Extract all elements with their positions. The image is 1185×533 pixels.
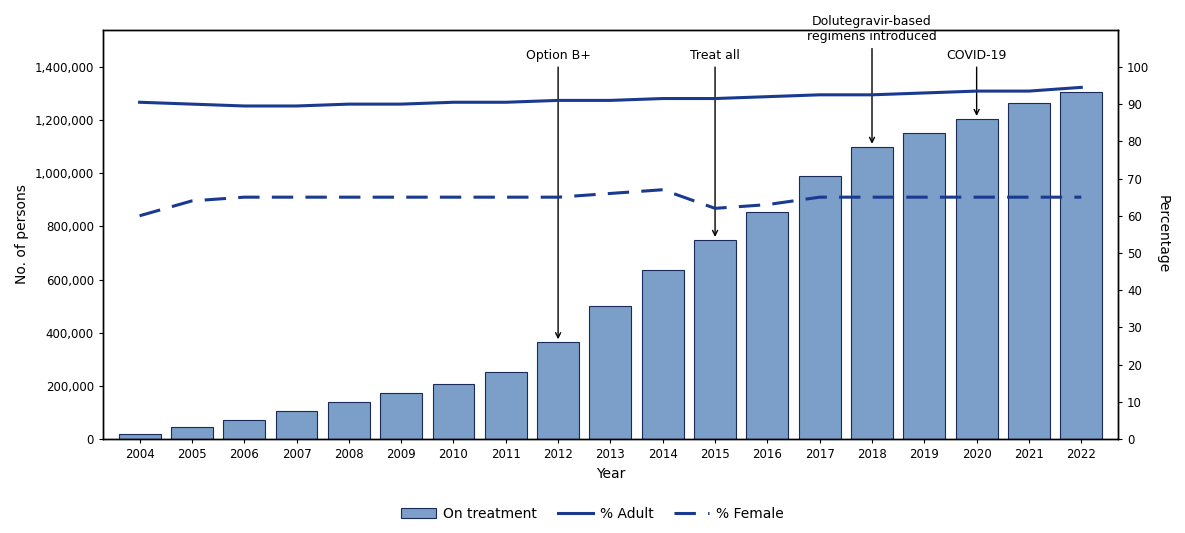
Bar	[799, 176, 840, 439]
Bar	[276, 411, 318, 439]
Bar	[851, 147, 893, 439]
Bar	[537, 342, 579, 439]
Bar	[328, 402, 370, 439]
Bar	[903, 133, 946, 439]
Bar	[747, 212, 788, 439]
Bar	[694, 240, 736, 439]
Bar	[380, 393, 422, 439]
Y-axis label: Percentage: Percentage	[1157, 195, 1170, 273]
Bar	[171, 427, 213, 439]
Legend: On treatment, % Adult, % Female: On treatment, % Adult, % Female	[396, 501, 789, 526]
Text: Dolutegravir-based
regimens introduced: Dolutegravir-based regimens introduced	[807, 15, 937, 142]
Text: Treat all: Treat all	[690, 49, 739, 236]
Y-axis label: No. of persons: No. of persons	[15, 184, 28, 284]
Text: Option B+: Option B+	[526, 49, 590, 338]
X-axis label: Year: Year	[596, 467, 626, 481]
Text: COVID-19: COVID-19	[947, 49, 1007, 115]
Bar	[223, 420, 265, 439]
Bar	[589, 306, 632, 439]
Bar	[485, 372, 526, 439]
Bar	[1008, 103, 1050, 439]
Bar	[118, 434, 160, 439]
Bar	[642, 270, 684, 439]
Bar	[433, 384, 474, 439]
Bar	[1061, 92, 1102, 439]
Bar	[956, 119, 998, 439]
